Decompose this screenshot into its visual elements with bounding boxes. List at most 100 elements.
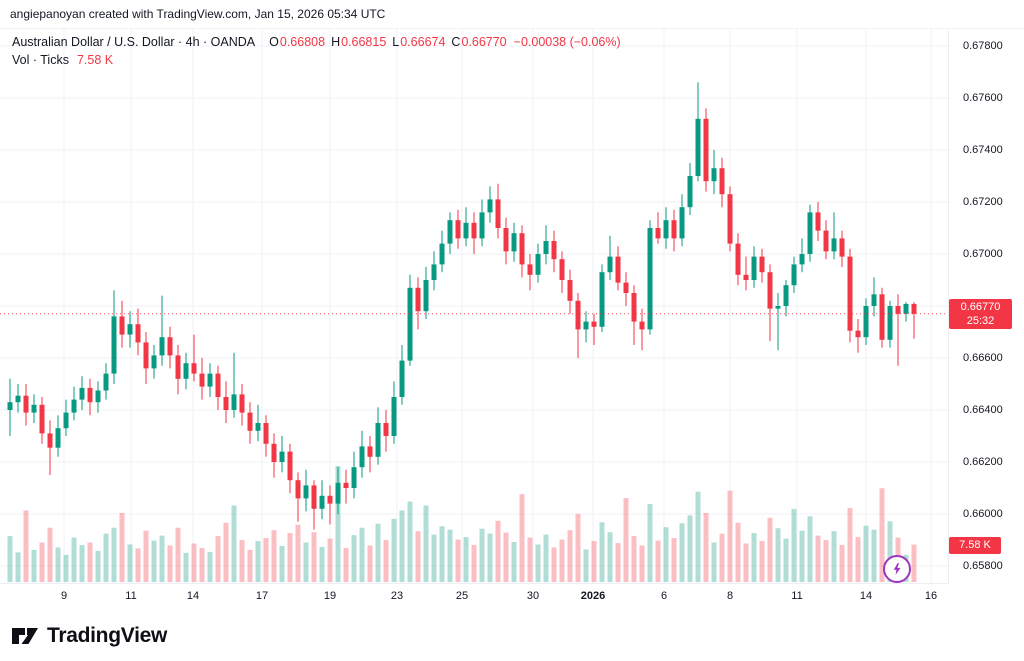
candle-body [367, 446, 373, 457]
price-scale-axis[interactable]: 0.678000.676000.674000.672000.670000.668… [948, 29, 1024, 584]
candle-body [39, 404, 45, 434]
volume-bar [103, 533, 109, 582]
volume-indicator-label[interactable]: Vol · Ticks [12, 53, 69, 67]
candle-body [23, 395, 29, 413]
candle-body [167, 337, 173, 356]
candle-body [151, 355, 157, 369]
volume-bar [831, 531, 837, 582]
symbol-title[interactable]: Australian Dollar / U.S. Dollar · 4h · O… [12, 35, 256, 49]
volume-bar [175, 527, 181, 582]
candle-body [87, 387, 93, 403]
candle-body [527, 264, 533, 275]
volume-bar [719, 533, 725, 582]
candle-body [823, 230, 829, 252]
volume-axis-badge: 7.58 K [949, 536, 1001, 554]
candle-body [375, 423, 381, 457]
candle-body [111, 316, 117, 374]
volume-bar [383, 540, 389, 582]
time-scale-axis[interactable]: 9 11 14 17 19 23 25 30 2026 6 8 11 14 16 [0, 583, 948, 611]
candle-body [671, 220, 677, 239]
candle-body [551, 241, 557, 260]
volume-bar [663, 527, 669, 582]
price-axis-label: 0.66200 [963, 456, 1003, 468]
volume-bar [911, 544, 917, 582]
volume-bar [863, 525, 869, 582]
bar-countdown: 25:32 [966, 314, 995, 327]
candle-body [495, 199, 501, 228]
volume-bar [287, 533, 293, 582]
candle-body [799, 254, 805, 265]
volume-bar [191, 543, 197, 582]
volume-bar [775, 528, 781, 582]
candle-body [15, 395, 21, 403]
volume-bar [7, 536, 13, 582]
candle-body [311, 485, 317, 509]
volume-bar [695, 491, 701, 582]
ohlc-label: H [331, 35, 341, 49]
candle-body [391, 397, 397, 436]
volume-bar [495, 520, 501, 582]
volume-bar [239, 540, 245, 582]
quick-trade-button[interactable] [883, 555, 911, 583]
candle-body [463, 222, 469, 239]
volume-bar [271, 530, 277, 582]
volume-bar [679, 523, 685, 582]
candle-body [95, 390, 101, 403]
candle-body [343, 482, 349, 488]
volume-bar [231, 505, 237, 582]
volume-bar [527, 537, 533, 582]
tradingview-logo-icon[interactable] [10, 623, 40, 649]
candle-body [263, 423, 269, 444]
candle-body [191, 363, 197, 374]
volume-bar [463, 537, 469, 582]
volume-bar [647, 504, 653, 582]
candle-body [847, 256, 853, 331]
time-axis-label: 11 [791, 590, 803, 602]
candle-body [447, 220, 453, 244]
volume-bar [151, 540, 157, 582]
volume-bar [767, 517, 773, 582]
volume-bar [535, 544, 541, 582]
candle-body [575, 300, 581, 330]
price-axis-label: 0.67000 [963, 248, 1003, 260]
candle-body [7, 402, 13, 410]
volume-bar [839, 544, 845, 582]
volume-bar [439, 526, 445, 582]
volume-bar [599, 522, 605, 582]
volume-bar [263, 538, 269, 582]
volume-bar [423, 505, 429, 582]
candle-body [775, 306, 781, 309]
volume-bar [735, 522, 741, 582]
tradingview-brand[interactable]: TradingView [47, 623, 168, 647]
volume-bar [223, 522, 229, 582]
volume-bar [887, 521, 893, 582]
time-axis-label: 17 [255, 590, 269, 602]
footer: TradingView [0, 610, 1024, 661]
legend-symbol-row: Australian Dollar / U.S. Dollar · 4h · O… [12, 33, 621, 51]
volume-bar [799, 530, 805, 582]
volume-bar [471, 544, 477, 582]
volume-bar [31, 549, 37, 582]
ohlc-value: 0.66815 [341, 35, 387, 49]
chart-pane: Australian Dollar / U.S. Dollar · 4h · O… [0, 28, 1024, 584]
candle-body [159, 337, 165, 356]
volume-bar [591, 541, 597, 582]
ohlc-value: 0.66770 [461, 35, 507, 49]
volume-bar [167, 545, 173, 582]
time-axis-label: 30 [526, 590, 540, 602]
volume-bar [319, 546, 325, 582]
chart-canvas[interactable] [0, 29, 948, 584]
candle-body [751, 256, 757, 280]
candle-body [31, 404, 37, 413]
volume-bar [631, 536, 637, 582]
candle-body [119, 316, 125, 335]
ohlc-label: O [269, 35, 279, 49]
candle-body [431, 264, 437, 280]
candle-body [175, 355, 181, 379]
candle-body [423, 280, 429, 312]
candle-body [199, 373, 205, 387]
volume-bar [479, 528, 485, 582]
candle-body [407, 287, 413, 361]
candle-body [583, 321, 589, 330]
